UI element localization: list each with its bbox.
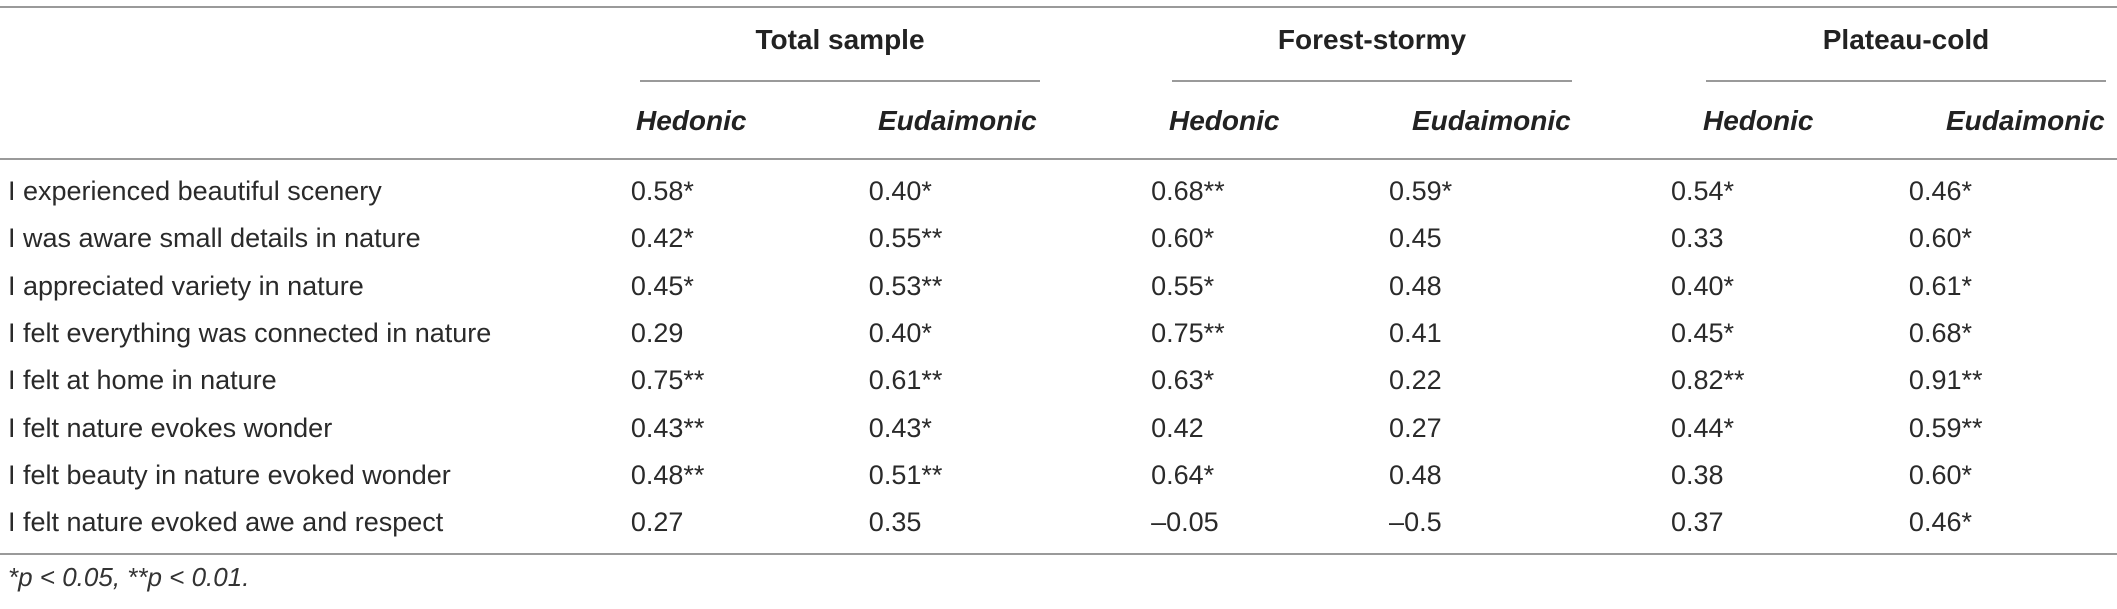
row-label: I felt everything was connected in natur… — [8, 318, 492, 349]
table-cell: 0.37 — [1670, 507, 1724, 538]
subheader-plateau-eudaimonic: Eudaimonic — [1946, 105, 2105, 136]
table-cell: 0.53** — [868, 270, 943, 301]
subheader-forest-eudaimonic: Eudaimonic — [1412, 105, 1571, 136]
table-cell: –0.5 — [1389, 507, 1442, 538]
table-top-rule — [0, 6, 2117, 8]
table-cell: 0.82** — [1670, 365, 1745, 396]
table-cell: 0.38 — [1670, 459, 1724, 490]
table-cell: 0.63* — [1151, 365, 1215, 396]
table-cell: 0.75** — [630, 365, 705, 396]
table-row: I was aware small details in nature 0.42*… — [8, 215, 2117, 262]
table-cell: 0.48 — [1389, 270, 1442, 301]
group-header-forest-stormy: Forest-stormy — [1277, 24, 1467, 55]
table-cell: 0.61* — [1908, 270, 1972, 301]
row-label: I appreciated variety in nature — [8, 270, 364, 301]
table-cell: 0.68* — [1908, 318, 1972, 349]
row-label: I felt at home in nature — [8, 365, 277, 396]
table-footnote: *p < 0.05, **p < 0.01. — [8, 562, 250, 592]
row-label: I experienced beautiful scenery — [8, 176, 382, 207]
table-row: I appreciated variety in nature 0.45* 0.53… — [8, 263, 2117, 310]
table-cell: 0.29 — [630, 318, 684, 349]
table-cell: 0.45* — [630, 270, 694, 301]
table-cell: 0.22 — [1389, 365, 1442, 396]
table-row: I experienced beautiful scenery 0.58* 0.40… — [8, 168, 2117, 215]
correlation-table: I experienced beautiful scenery 0.58* 0.40… — [8, 168, 2117, 546]
table-cell: 0.64* — [1151, 459, 1215, 490]
table-row: I felt nature evoked awe and respect 0.27… — [8, 499, 2117, 546]
table-row: I felt at home in nature 0.75** 0.61** 0.63… — [8, 357, 2117, 404]
table-cell: 0.59** — [1908, 412, 1983, 443]
subheader-total-hedonic: Hedonic — [636, 105, 747, 136]
table-cell: 0.40* — [868, 318, 932, 349]
table-row: I felt beauty in nature evoked wonder 0.4… — [8, 452, 2117, 499]
table-cell: 0.27 — [1389, 412, 1442, 443]
table-cell: 0.60* — [1908, 459, 1972, 490]
table-cell: 0.75** — [1151, 318, 1225, 349]
table-cell: 0.43** — [630, 412, 705, 443]
group-underline-plateau-cold — [1706, 80, 2106, 82]
table-cell: 0.60* — [1908, 223, 1972, 254]
table-cell: 0.55* — [1151, 270, 1215, 301]
table-cell: 0.58* — [630, 176, 694, 207]
table-cell: 0.40* — [868, 176, 932, 207]
table-cell: 0.61** — [868, 365, 943, 396]
header-bottom-rule — [0, 158, 2117, 160]
table-row: I felt nature evokes wonder 0.43** 0.43* 0.… — [8, 404, 2117, 451]
row-label: I was aware small details in nature — [8, 223, 421, 254]
group-header-total-sample: Total sample — [755, 24, 925, 55]
table-cell: 0.60* — [1151, 223, 1215, 254]
row-label: I felt nature evoked awe and respect — [8, 507, 444, 538]
table-cell: 0.68** — [1151, 176, 1225, 207]
row-label: I felt beauty in nature evoked wonder — [8, 459, 451, 490]
table-cell: 0.33 — [1670, 223, 1724, 254]
subheader-forest-hedonic: Hedonic — [1169, 105, 1280, 136]
table-cell: –0.05 — [1151, 507, 1219, 538]
table-cell: 0.43* — [868, 412, 932, 443]
table-cell: 0.54* — [1670, 176, 1735, 207]
subheader-total-eudaimonic: Eudaimonic — [878, 105, 1037, 136]
table-cell: 0.46* — [1908, 507, 1972, 538]
table-bottom-rule — [0, 553, 2117, 555]
table-cell: 0.42 — [1151, 412, 1204, 443]
table-cell: 0.55** — [868, 223, 943, 254]
table-cell: 0.27 — [630, 507, 684, 538]
table-cell: 0.40* — [1670, 270, 1735, 301]
group-underline-forest-stormy — [1172, 80, 1572, 82]
table-cell: 0.45* — [1670, 318, 1735, 349]
subheader-plateau-hedonic: Hedonic — [1703, 105, 1814, 136]
table-cell: 0.45 — [1389, 223, 1442, 254]
row-label: I felt nature evokes wonder — [8, 412, 333, 443]
table-row: I felt everything was connected in natur… — [8, 310, 2117, 357]
table-cell: 0.42* — [630, 223, 694, 254]
table-cell: 0.51** — [868, 459, 943, 490]
table-cell: 0.59* — [1389, 176, 1453, 207]
table-cell: 0.48** — [630, 459, 705, 490]
group-underline-total-sample — [640, 80, 1040, 82]
table-cell: 0.91** — [1908, 365, 1983, 396]
group-header-plateau-cold: Plateau-cold — [1822, 24, 1990, 55]
table-cell: 0.41 — [1389, 318, 1442, 349]
table-cell: 0.48 — [1389, 459, 1442, 490]
table-cell: 0.44* — [1670, 412, 1735, 443]
table-cell: 0.46* — [1908, 176, 1972, 207]
table-cell: 0.35 — [868, 507, 922, 538]
